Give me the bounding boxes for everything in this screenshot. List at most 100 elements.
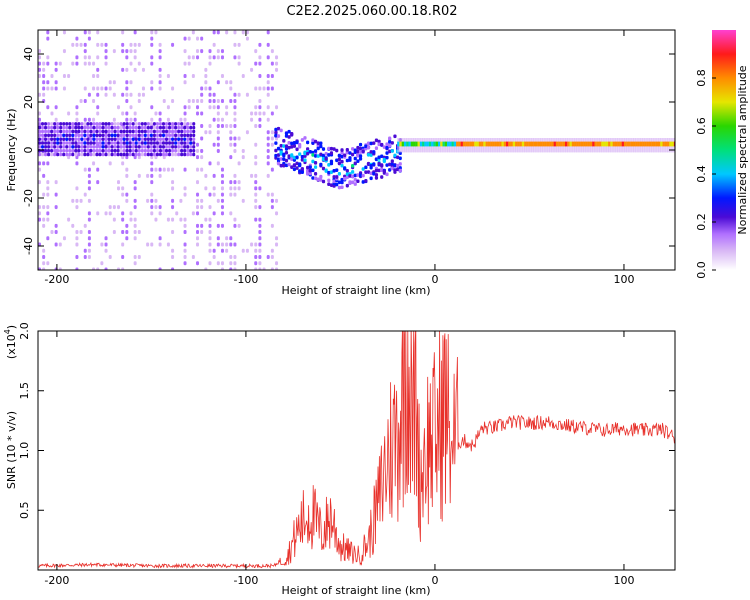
heatmap-cell bbox=[38, 67, 41, 72]
heatmap-cell bbox=[108, 211, 112, 216]
heatmap-cell bbox=[53, 148, 57, 153]
heatmap-cell bbox=[393, 163, 397, 168]
heatmap-cell bbox=[53, 152, 57, 157]
heatmap-cell bbox=[237, 223, 241, 228]
heatmap-cell bbox=[196, 142, 200, 147]
heatmap-cell bbox=[146, 141, 150, 145]
heatmap-cell bbox=[508, 141, 512, 147]
heatmap-cell bbox=[125, 80, 129, 85]
heatmap-cell bbox=[158, 148, 162, 153]
heatmap-cell bbox=[50, 141, 54, 145]
heatmap-cell bbox=[254, 161, 258, 166]
heatmap-cell bbox=[161, 141, 165, 145]
heatmap-cell bbox=[56, 145, 60, 149]
heatmap-cell bbox=[186, 148, 190, 153]
heatmap-cell bbox=[298, 143, 302, 147]
heatmap-cell bbox=[390, 149, 394, 153]
heatmap-cell bbox=[38, 152, 41, 157]
heatmap-cell bbox=[258, 173, 262, 178]
heatmap-cell bbox=[71, 223, 75, 228]
heatmap-cell bbox=[128, 129, 132, 134]
heatmap-cell bbox=[311, 153, 315, 157]
heatmap-cell bbox=[270, 61, 274, 66]
heatmap-cell bbox=[89, 152, 93, 157]
heatmap-cell bbox=[54, 61, 58, 66]
heatmap-cell bbox=[86, 125, 90, 130]
heatmap-cell bbox=[316, 154, 320, 158]
heatmap-cell bbox=[53, 125, 57, 130]
heatmap-cell bbox=[168, 137, 172, 141]
heatmap-cell bbox=[165, 152, 169, 157]
heatmap-cell bbox=[47, 141, 51, 145]
heatmap-cell bbox=[117, 236, 121, 241]
heatmap-cell bbox=[306, 140, 310, 145]
heatmap-cell bbox=[42, 261, 46, 266]
heatmap-cell bbox=[258, 261, 262, 266]
heatmap-cell bbox=[216, 117, 220, 122]
heatmap-cell bbox=[107, 145, 111, 149]
heatmap-cell bbox=[162, 36, 166, 41]
heatmap-cell bbox=[134, 152, 138, 157]
heatmap-cell bbox=[110, 141, 114, 145]
heatmap-cell bbox=[601, 141, 605, 147]
heatmap-cell bbox=[449, 141, 453, 147]
heatmap-cell bbox=[174, 125, 178, 130]
heatmap-cell bbox=[216, 267, 220, 270]
heatmap-cell bbox=[110, 152, 114, 157]
heatmap-cell bbox=[324, 168, 328, 173]
heatmap-cell bbox=[233, 136, 237, 141]
heatmap-cell bbox=[374, 138, 379, 143]
heatmap-cell bbox=[233, 142, 237, 147]
heatmap-cell bbox=[555, 141, 559, 147]
heatmap-cell bbox=[133, 42, 137, 47]
heatmap-cell bbox=[340, 163, 344, 168]
heatmap-cell bbox=[100, 205, 104, 210]
heatmap-cell bbox=[428, 141, 432, 147]
heatmap-cell bbox=[46, 86, 50, 91]
heatmap-cell bbox=[540, 141, 544, 147]
heatmap-cell bbox=[274, 133, 278, 138]
heatmap-cell bbox=[183, 248, 187, 253]
heatmap-cell bbox=[101, 137, 105, 141]
heatmap-cell bbox=[200, 198, 204, 203]
heatmap-cell bbox=[46, 267, 50, 270]
heatmap-cell bbox=[46, 30, 50, 35]
heatmap-cell bbox=[44, 137, 48, 141]
heatmap-cell bbox=[258, 248, 262, 253]
heatmap-cell bbox=[46, 111, 50, 116]
heatmap-cell bbox=[133, 261, 137, 266]
heatmap-cell bbox=[200, 230, 204, 235]
heatmap-cell bbox=[254, 217, 258, 222]
heatmap-cell bbox=[241, 30, 245, 35]
heatmap-cell bbox=[183, 230, 187, 235]
heatmap-cell bbox=[44, 141, 48, 145]
heatmap-cell bbox=[56, 133, 60, 138]
heatmap-cell bbox=[122, 133, 126, 138]
heatmap-cell bbox=[266, 67, 270, 72]
heatmap-cell bbox=[53, 122, 57, 126]
heatmap-cell bbox=[161, 122, 165, 126]
heatmap-cell bbox=[275, 180, 279, 185]
heatmap-cell bbox=[41, 125, 45, 130]
heatmap-cell bbox=[276, 153, 281, 157]
heatmap-cell bbox=[345, 175, 349, 180]
heatmap-cell bbox=[152, 125, 156, 130]
heatmap-cell bbox=[92, 148, 96, 153]
heatmap-cell bbox=[42, 205, 46, 210]
heatmap-cell bbox=[200, 148, 204, 153]
heatmap-cell bbox=[183, 133, 187, 138]
heatmap-cell bbox=[119, 137, 123, 141]
heatmap-cell bbox=[589, 141, 593, 147]
heatmap-cell bbox=[196, 36, 200, 41]
heatmap-cell bbox=[158, 230, 162, 235]
heatmap-cell bbox=[131, 148, 135, 153]
heatmap-cell bbox=[129, 117, 133, 122]
heatmap-cell bbox=[47, 152, 51, 157]
heatmap-cell bbox=[54, 92, 58, 97]
heatmap-cell bbox=[62, 141, 66, 145]
heatmap-cell bbox=[343, 153, 347, 158]
heatmap-cell bbox=[657, 141, 661, 147]
heatmap-cell bbox=[143, 125, 147, 130]
heatmap-cell bbox=[270, 49, 274, 54]
heatmap-cell bbox=[270, 192, 274, 197]
